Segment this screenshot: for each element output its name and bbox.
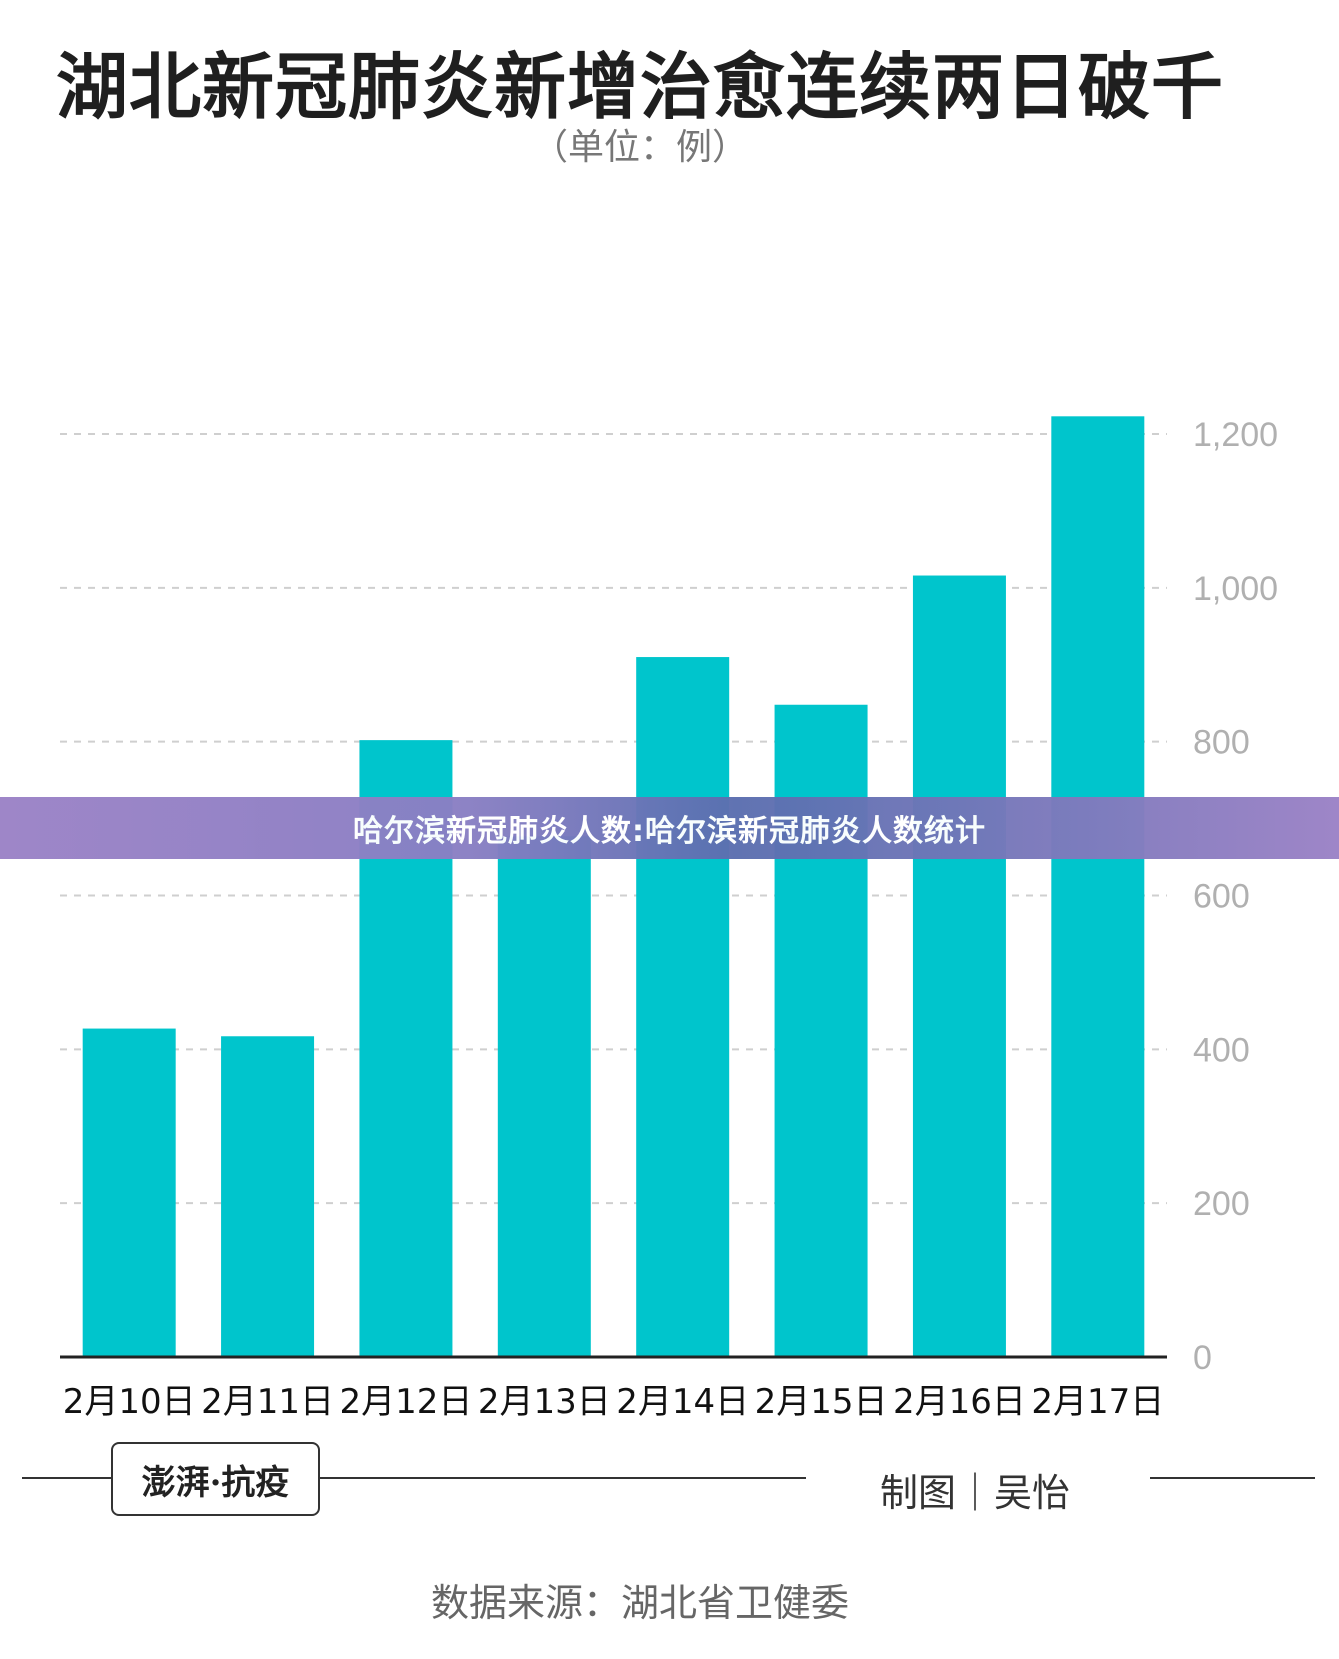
bar	[82, 1028, 176, 1357]
bar	[636, 657, 730, 1357]
x-tick-label: 2月13日	[478, 1382, 611, 1420]
publisher-logo-text: 澎湃·抗疫	[141, 1462, 290, 1503]
y-tick-label: 1,000	[1193, 570, 1278, 608]
overlay-banner[interactable]: 哈尔滨新冠肺炎人数:哈尔滨新冠肺炎人数统计	[0, 797, 1339, 859]
footer-divider-left	[22, 1477, 111, 1479]
y-tick-label: 400	[1193, 1031, 1250, 1069]
y-tick-label: 600	[1193, 878, 1250, 916]
y-tick-label: 200	[1193, 1185, 1250, 1223]
x-tick-label: 2月16日	[893, 1382, 1026, 1420]
data-source: 数据来源：湖北省卫健委	[430, 1581, 849, 1625]
x-tick-label: 2月14日	[616, 1382, 749, 1420]
y-tick-label: 800	[1193, 724, 1250, 762]
bar	[497, 836, 591, 1357]
x-tick-label: 2月11日	[201, 1382, 334, 1420]
footer-divider-right	[1150, 1477, 1315, 1479]
x-tick-label: 2月15日	[755, 1382, 888, 1420]
banner-text: 哈尔滨新冠肺炎人数:哈尔滨新冠肺炎人数统计	[353, 814, 986, 849]
footer-divider-middle	[316, 1477, 806, 1479]
bar	[912, 575, 1006, 1357]
x-tick-label: 2月17日	[1031, 1382, 1164, 1420]
publisher-logo: 澎湃·抗疫	[111, 1442, 320, 1516]
y-tick-label: 0	[1193, 1339, 1212, 1377]
bar	[1051, 416, 1145, 1357]
bar	[221, 1036, 315, 1357]
x-tick-label: 2月10日	[63, 1382, 196, 1420]
maker-credit: 制图｜吴怡	[880, 1471, 1071, 1515]
x-tick-label: 2月12日	[339, 1382, 472, 1420]
y-tick-label: 1,200	[1193, 416, 1278, 454]
chart-title: 湖北新冠肺炎新增治愈连续两日破千	[55, 45, 1224, 129]
unit-label: （单位：例）	[531, 127, 748, 168]
